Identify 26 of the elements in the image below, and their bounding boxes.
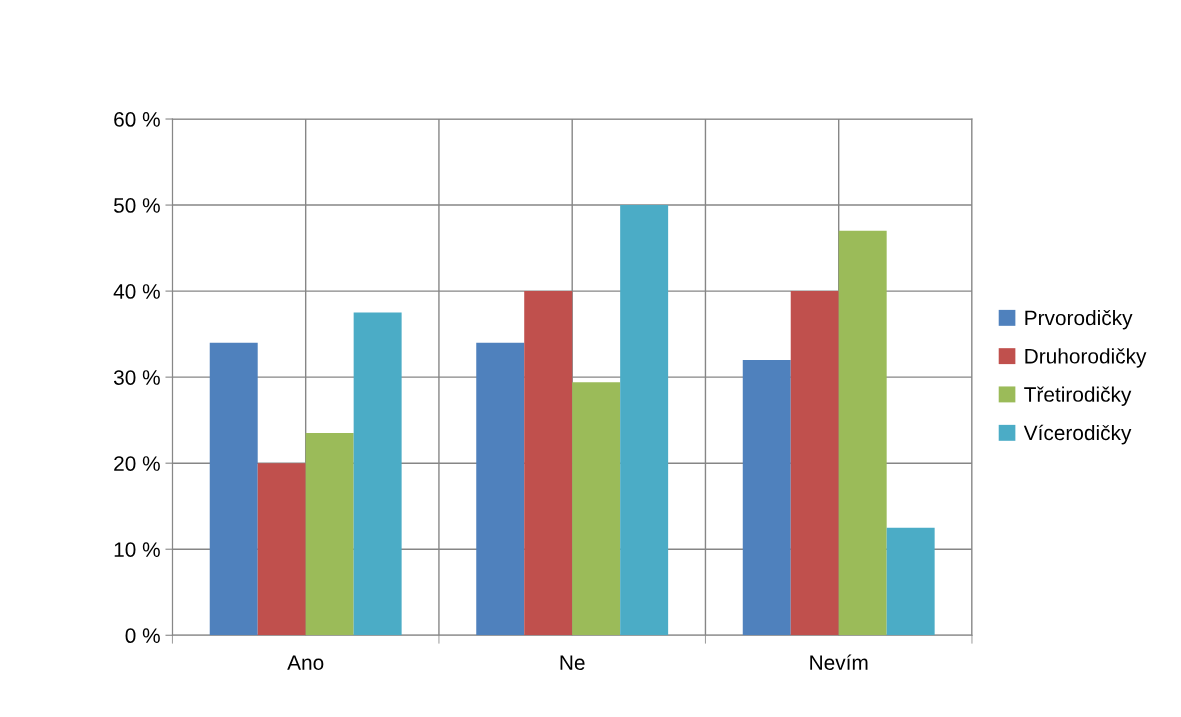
legend-label: Prvorodičky — [1025, 309, 1133, 330]
y-tick-label: 60 % — [114, 112, 160, 127]
bar — [476, 342, 525, 636]
x-tick-label: Ne — [560, 655, 585, 671]
y-tick-label: 40 % — [113, 284, 160, 299]
x-tick-label: Nevím — [810, 654, 868, 671]
legend-label: Třetirodičky — [1024, 386, 1132, 406]
bar — [886, 527, 935, 636]
y-tick-label: 10 % — [114, 542, 160, 557]
bar — [353, 312, 402, 636]
bar — [838, 230, 887, 636]
bar — [572, 382, 621, 636]
bar — [209, 342, 258, 636]
legend-label: Vícerodičky — [1023, 424, 1132, 445]
bar — [257, 463, 306, 636]
y-tick-label: 30 % — [113, 370, 160, 385]
bar — [524, 291, 573, 636]
y-tick-label: 0 % — [125, 628, 160, 644]
x-tick-label: Ano — [287, 655, 324, 671]
legend-label: Druhorodičky — [1025, 348, 1147, 368]
bar — [620, 205, 669, 636]
bar — [790, 291, 839, 636]
bar — [742, 359, 791, 636]
y-tick-label: 20 % — [114, 456, 160, 471]
y-tick-label: 50 % — [113, 198, 160, 213]
bar — [305, 433, 354, 636]
